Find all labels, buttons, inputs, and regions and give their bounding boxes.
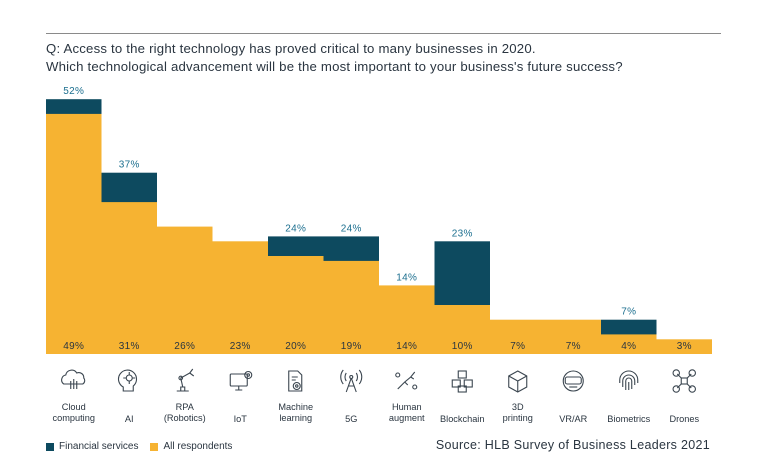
bar-all-respondents: [545, 319, 601, 354]
category-label: (Robotics): [164, 413, 206, 423]
category-label: RPA: [176, 402, 195, 412]
bar-all-respondents: [268, 256, 324, 354]
data-label-all: 31%: [119, 341, 140, 352]
category-label: VR/AR: [559, 414, 587, 424]
legend: Financial services All respondents: [46, 441, 244, 452]
data-label-all: 19%: [341, 341, 362, 352]
legend-swatch-financial: [46, 442, 54, 451]
category-label: learning: [279, 413, 312, 423]
bar-all-respondents: [601, 334, 657, 354]
bar-all-respondents: [656, 339, 712, 354]
data-label-financial: 24%: [341, 223, 362, 234]
cloud-computing-icon: [61, 369, 86, 389]
fingerprint-icon: [619, 370, 639, 390]
bar-all-respondents: [490, 319, 546, 354]
robot-arm-icon: [176, 368, 195, 392]
source-note: Source: HLB Survey of Business Leaders 2…: [435, 438, 710, 452]
data-label-all: 7%: [510, 341, 525, 352]
human-augment-icon: [395, 371, 418, 390]
data-label-all: 20%: [285, 341, 306, 352]
data-label-all: 10%: [452, 341, 473, 352]
legend-item-all: All respondents: [150, 441, 232, 452]
5g-tower-icon: [340, 369, 363, 393]
category-label: Biometrics: [607, 414, 650, 424]
blockchain-icon: [451, 370, 473, 393]
bar-all-respondents: [323, 260, 379, 354]
category-label: Blockchain: [440, 414, 484, 424]
question-line-2: Which technological advancement will be …: [46, 58, 623, 74]
data-label-financial: 23%: [452, 228, 473, 239]
data-label-financial: 37%: [119, 160, 140, 171]
category-label: Machine: [278, 402, 313, 412]
legend-item-financial: Financial services: [46, 441, 138, 452]
ai-head-icon: [117, 369, 138, 392]
3d-printing-icon: [508, 370, 528, 393]
category-label: printing: [503, 413, 533, 423]
category-label: 5G: [345, 414, 357, 424]
bar-all-respondents: [101, 202, 157, 354]
bar-all-respondents: [434, 305, 490, 354]
iot-monitor-icon: [229, 370, 253, 391]
data-label-financial: 24%: [285, 223, 306, 234]
machine-learning-icon: [288, 370, 303, 392]
category-label: Cloud: [62, 402, 86, 412]
data-label-all: 23%: [230, 341, 251, 352]
category-label: Drones: [669, 414, 699, 424]
data-label-all: 4%: [621, 341, 636, 352]
vr-headset-icon: [562, 370, 584, 392]
data-label-all: 26%: [174, 341, 195, 352]
data-label-financial: 14%: [396, 272, 417, 283]
data-label-all: 49%: [63, 341, 84, 352]
top-rule: [46, 33, 721, 34]
bar-all-respondents: [379, 285, 435, 354]
category-label: augment: [389, 413, 425, 423]
bar-all-respondents: [212, 241, 268, 354]
question-line-1: Q: Access to the right technology has pr…: [46, 41, 536, 56]
data-label-all: 3%: [677, 341, 692, 352]
category-label: Human: [392, 402, 422, 412]
data-label-financial: 52%: [63, 86, 84, 97]
legend-label-financial: Financial services: [59, 441, 139, 452]
category-label: computing: [53, 413, 95, 423]
question-text: Q: Access to the right technology has pr…: [46, 40, 746, 75]
legend-label-all: All respondents: [163, 441, 233, 452]
legend-swatch-all: [150, 442, 159, 451]
category-label: IoT: [234, 414, 248, 424]
data-label-financial: 7%: [621, 307, 636, 318]
bar-all-respondents: [157, 226, 213, 354]
category-label: 3D: [512, 402, 524, 412]
bar-all-respondents: [46, 113, 102, 355]
data-label-all: 7%: [566, 341, 581, 352]
drone-icon: [672, 369, 697, 393]
category-label: AI: [125, 414, 134, 424]
data-label-all: 14%: [396, 341, 417, 352]
